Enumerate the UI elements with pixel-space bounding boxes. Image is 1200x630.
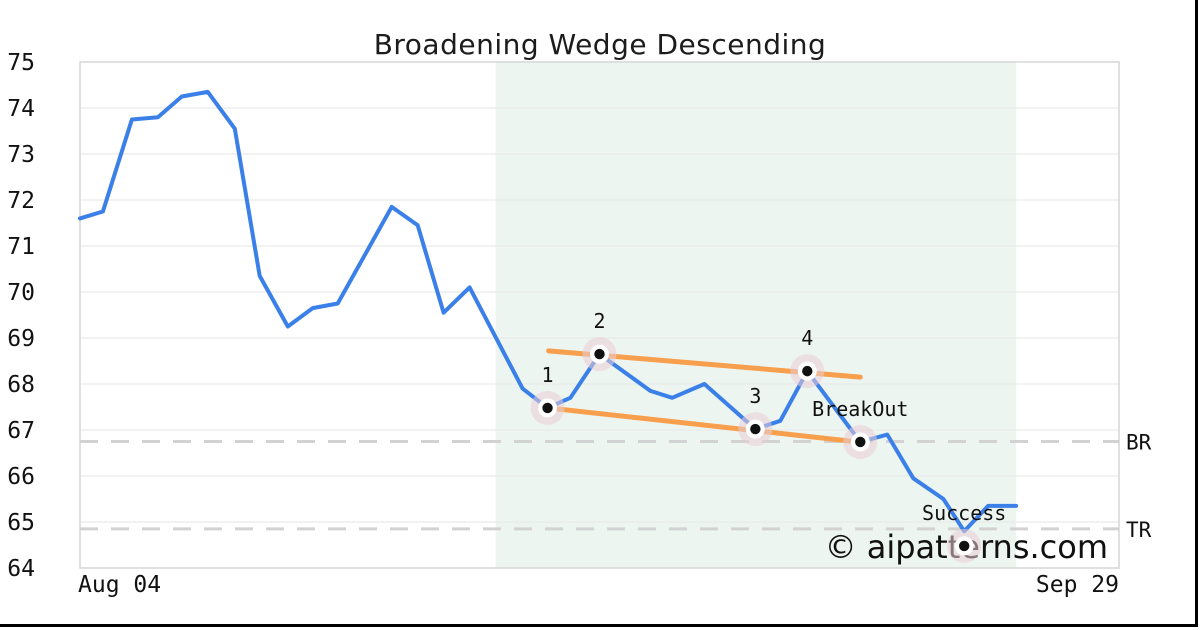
y-tick-label: 65 [7, 510, 35, 536]
y-tick-label: 73 [7, 142, 35, 168]
marker-label-4: 4 [801, 326, 813, 350]
marker-dot-2 [594, 348, 605, 360]
y-tick-label: 67 [7, 418, 35, 444]
level-label-tr: TR [1126, 518, 1152, 542]
marker-label-success: Success [922, 501, 1006, 525]
marker-label-breakout: BreakOut [812, 397, 908, 421]
y-tick-label: 68 [7, 372, 35, 398]
y-tick-label: 66 [7, 464, 35, 490]
y-tick-label: 64 [7, 556, 35, 582]
marker-label-2: 2 [593, 309, 605, 333]
y-tick-label: 70 [7, 280, 35, 306]
chart-title: Broadening Wedge Descending [373, 28, 827, 61]
trendline-lower [545, 405, 861, 445]
card-border-bottom [0, 624, 1198, 627]
y-tick-label: 75 [7, 50, 35, 76]
marker-dot-4 [802, 365, 813, 377]
y-tick-label: 72 [7, 188, 35, 214]
marker-label-1: 1 [542, 363, 554, 387]
level-label-br: BR [1126, 431, 1152, 455]
y-tick-label: 74 [7, 96, 35, 122]
marker-dot-3 [750, 423, 761, 435]
x-tick-label-start: Aug 04 [78, 572, 161, 598]
y-tick-label: 71 [7, 234, 35, 260]
marker-dot-success [958, 540, 970, 552]
marker-label-3: 3 [749, 384, 761, 408]
pattern-zone [495, 62, 1017, 568]
marker-dot-breakout [855, 436, 866, 448]
marker-dot-1 [542, 402, 553, 414]
y-tick-label: 69 [7, 326, 35, 352]
axes-frame [79, 61, 1120, 569]
card-border-right [1195, 0, 1198, 627]
x-tick-label-end: Sep 29 [1036, 572, 1119, 598]
